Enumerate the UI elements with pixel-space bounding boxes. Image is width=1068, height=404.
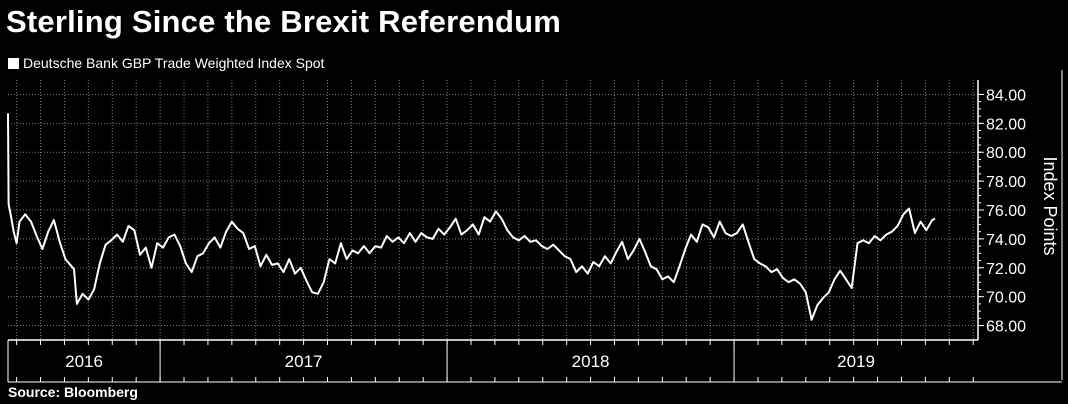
legend-label: Deutsche Bank GBP Trade Weighted Index S… — [23, 55, 325, 71]
y-axis-ticks: 68.00 70.00 72.00 74.00 76.00 78.00 80.00 82.00… — [978, 87, 1026, 336]
y-tick-label: 84.00 — [986, 87, 1026, 104]
chart-title: Sterling Since the Brexit Referendum — [6, 4, 561, 39]
y-tick-label: 82.00 — [986, 116, 1026, 133]
x-axis-band: 2016 2017 2018 2019 — [7, 340, 1062, 383]
series-layer — [7, 113, 936, 321]
legend-swatch — [8, 57, 19, 69]
y-tick-label: 76.00 — [986, 203, 1026, 220]
y-tick-label: 80.00 — [986, 145, 1026, 162]
axes — [8, 70, 1063, 380]
y-tick-label: 74.00 — [986, 232, 1026, 249]
source-note: Source: Bloomberg — [8, 384, 138, 400]
grid-lines — [8, 80, 978, 340]
x-year-label: 2018 — [572, 352, 610, 371]
x-year-label: 2017 — [285, 352, 323, 371]
x-year-label: 2016 — [65, 352, 103, 371]
series-line — [7, 113, 936, 321]
y-tick-label: 72.00 — [986, 261, 1026, 278]
y-tick-label: 68.00 — [986, 319, 1026, 336]
y-tick-label: 70.00 — [986, 290, 1026, 307]
x-year-label: 2019 — [837, 352, 875, 371]
y-axis-label: Index Points — [1040, 156, 1060, 255]
y-tick-label: 78.00 — [986, 174, 1026, 191]
chart-legend: Deutsche Bank GBP Trade Weighted Index S… — [8, 55, 324, 71]
